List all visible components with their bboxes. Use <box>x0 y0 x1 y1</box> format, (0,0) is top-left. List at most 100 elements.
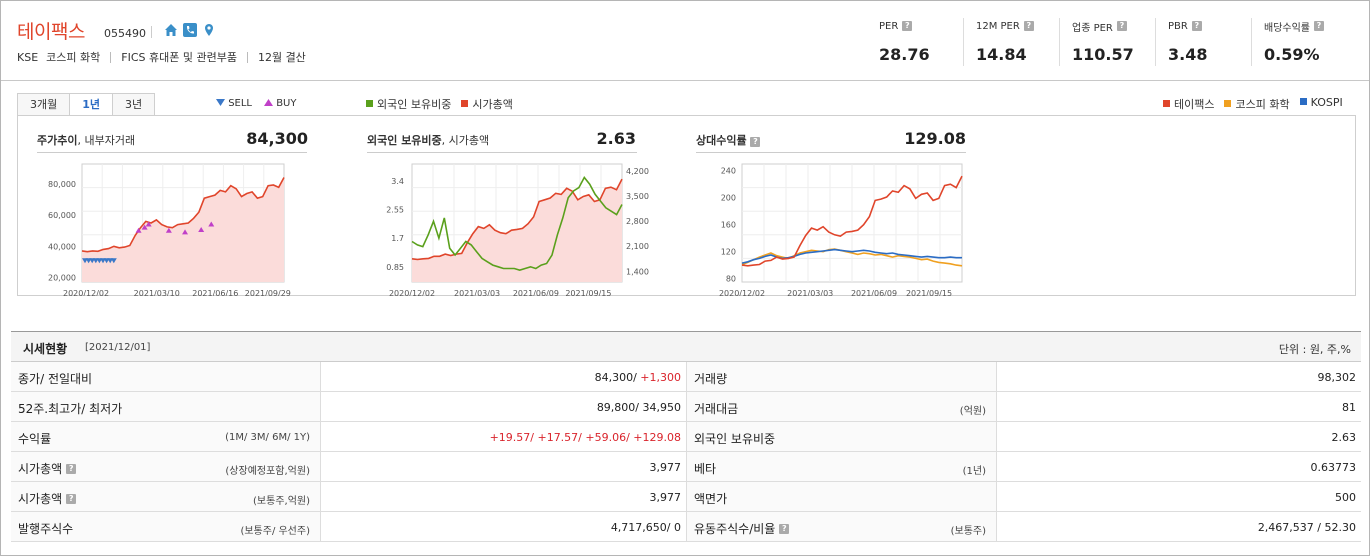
foreign-series-line <box>411 176 623 272</box>
foreign-chart-title: 외국인 보유비중, 시가총액 <box>367 134 490 147</box>
tab-3m[interactable]: 3개월 <box>17 93 70 116</box>
sell-marker <box>110 258 117 264</box>
tab-1y[interactable]: 1년 <box>69 93 113 116</box>
row-label: 시가총액? <box>18 490 77 507</box>
buy-marker <box>198 226 205 232</box>
fics: FICS 휴대폰 및 관련부품 <box>121 51 237 64</box>
row-label: 종가/ 전일대비 <box>18 372 93 386</box>
x-tick-label: 2021/09/15 <box>565 289 611 296</box>
table-row: 52주.최고가/ 최저가 89,800/ 34,950 거래대금 (억원) 81 <box>11 392 1361 422</box>
table-row: 시가총액? (상장예정포함,억원) 3,977 베타 (1년) 0.63773 <box>11 452 1361 482</box>
metric-value: 110.57 <box>1072 45 1134 64</box>
row-value: 89,800/ 34,950 <box>596 401 681 414</box>
help-icon[interactable]: ? <box>66 493 77 504</box>
row-label: 베타 <box>694 462 717 476</box>
buy-marker <box>208 221 215 227</box>
help-icon[interactable]: ? <box>779 523 790 534</box>
help-icon[interactable]: ? <box>66 463 77 474</box>
y-tick-label: 40,000 <box>48 242 76 251</box>
row-label: 발행주식수 <box>18 522 74 536</box>
row-value: 2.63 <box>1331 431 1357 444</box>
company-code: 055490 <box>104 27 146 40</box>
help-icon[interactable]: ? <box>1191 21 1202 31</box>
metric-pbr: PBR? 3.48 <box>1155 18 1251 66</box>
row-label: 거래대금 <box>694 402 739 416</box>
metric-industry-per: 업종 PER? 110.57 <box>1059 18 1155 66</box>
y-tick-label: 240 <box>721 167 736 176</box>
row-label: 52주.최고가/ 최저가 <box>18 402 123 416</box>
foreign-chart-legend: 외국인 보유비중 시가총액 <box>366 96 513 112</box>
market-status-header: 시세현황 [2021/12/01] 단위 : 원, 주,% <box>11 331 1361 362</box>
row-sublabel: (보통주,억원) <box>253 496 310 507</box>
metric-label: PBR <box>1168 20 1188 32</box>
foreign-chart: 0.85 1.7 2.55 3.4 1,400 2,100 2,800 3,500 4,200 2… <box>386 163 649 296</box>
map-pin-icon[interactable] <box>202 23 216 37</box>
y-tick-label-right: 2,100 <box>626 242 649 251</box>
metric-label: 업종 PER <box>1072 22 1113 34</box>
y-tick-label-right: 1,400 <box>626 267 649 276</box>
row-value: 84,300/ +1,300 <box>594 371 681 384</box>
relative-chart-title: 상대수익률 ? <box>696 132 761 148</box>
y-tick-label: 120 <box>721 248 736 257</box>
table-row: 시가총액? (보통주,억원) 3,977 액면가 500 <box>11 482 1361 512</box>
relative-chart-legend: 테이팩스 코스피 화학 KOSPI <box>1163 96 1343 112</box>
table-row: 수익률 (1M/ 3M/ 6M/ 1Y) +19.57/ +17.57/ +59.… <box>11 422 1361 452</box>
help-icon[interactable]: ? <box>1314 21 1324 31</box>
row-sublabel: (1M/ 3M/ 6M/ 1Y) <box>225 432 310 443</box>
help-icon[interactable]: ? <box>1023 21 1034 31</box>
row-value: 2,467,537 / 52.30 <box>1257 521 1356 534</box>
relative-series-line-company <box>741 175 963 267</box>
x-tick-label: 2021/03/03 <box>787 289 833 296</box>
price-chart-title: 주가추이, 내부자거래 <box>37 134 136 147</box>
x-tick-label: 2021/06/09 <box>513 289 559 296</box>
divider <box>151 26 152 38</box>
metric-value: 28.76 <box>879 45 930 64</box>
foreign-chart-value: 2.63 <box>596 129 636 148</box>
signal-legend: SELL BUY <box>216 98 296 109</box>
metric-label: 12M PER <box>976 20 1020 32</box>
metric-value: 14.84 <box>976 45 1027 64</box>
metric-label: 배당수익률 <box>1264 22 1310 34</box>
buy-marker <box>145 221 152 227</box>
legend-item: 외국인 보유비중 <box>366 96 451 112</box>
help-icon[interactable]: ? <box>750 137 761 147</box>
y-tick-label: 160 <box>721 221 736 230</box>
row-value: 0.63773 <box>1310 461 1357 474</box>
marketcap-area-fill <box>412 179 622 282</box>
period-tabs: 3개월 1년 3년 <box>17 93 156 116</box>
y-tick-label: 60,000 <box>48 211 76 220</box>
row-label: 액면가 <box>694 492 728 506</box>
sector: 코스피 화학 <box>46 51 101 64</box>
y-tick-label-left: 1.7 <box>391 234 404 243</box>
y-tick-label-left: 2.55 <box>386 206 404 215</box>
x-tick-label: 2021/06/16 <box>192 289 238 296</box>
sell-label: SELL <box>228 98 252 109</box>
phone-icon[interactable] <box>183 23 197 37</box>
home-icon[interactable] <box>164 23 178 37</box>
row-sublabel: (보통주/ 우선주) <box>240 526 310 537</box>
tab-3y[interactable]: 3년 <box>112 93 156 116</box>
buy-label: BUY <box>276 98 297 109</box>
table-unit: 단위 : 원, 주,% <box>1278 343 1351 356</box>
x-tick-label: 2021/06/09 <box>851 289 897 296</box>
help-icon[interactable]: ? <box>1116 21 1127 31</box>
buy-marker <box>165 227 172 233</box>
row-label: 거래량 <box>694 372 728 386</box>
help-icon[interactable]: ? <box>902 21 913 31</box>
row-label: 시가총액? <box>18 460 77 477</box>
row-value: 3,977 <box>649 461 682 474</box>
buy-triangle-icon <box>264 99 273 106</box>
x-tick-label: 2021/03/03 <box>454 289 500 296</box>
table-row: 종가/ 전일대비 84,300/ +1,300 거래량 98,302 <box>11 362 1361 392</box>
x-tick-label: 2021/09/29 <box>245 289 291 296</box>
company-header: 테이팩스 055490 KSE 코스피 화학 FICS 휴대폰 및 관련부품 1… <box>1 1 1369 81</box>
y-tick-label: 200 <box>721 194 736 203</box>
row-value: 98,302 <box>1317 371 1357 384</box>
chart-panel: 주가추이, 내부자거래 84,300 외국인 보유비중, 시가총액 2.63 상… <box>17 115 1356 296</box>
price-area-fill <box>82 177 284 282</box>
row-label: 유동주식수/비율? <box>694 520 790 537</box>
row-value: 4,717,650/ 0 <box>610 521 681 534</box>
metric-per: PER? 28.76 <box>867 18 963 66</box>
price-chart-value: 84,300 <box>246 129 308 148</box>
relative-series-line-sector <box>741 248 963 267</box>
